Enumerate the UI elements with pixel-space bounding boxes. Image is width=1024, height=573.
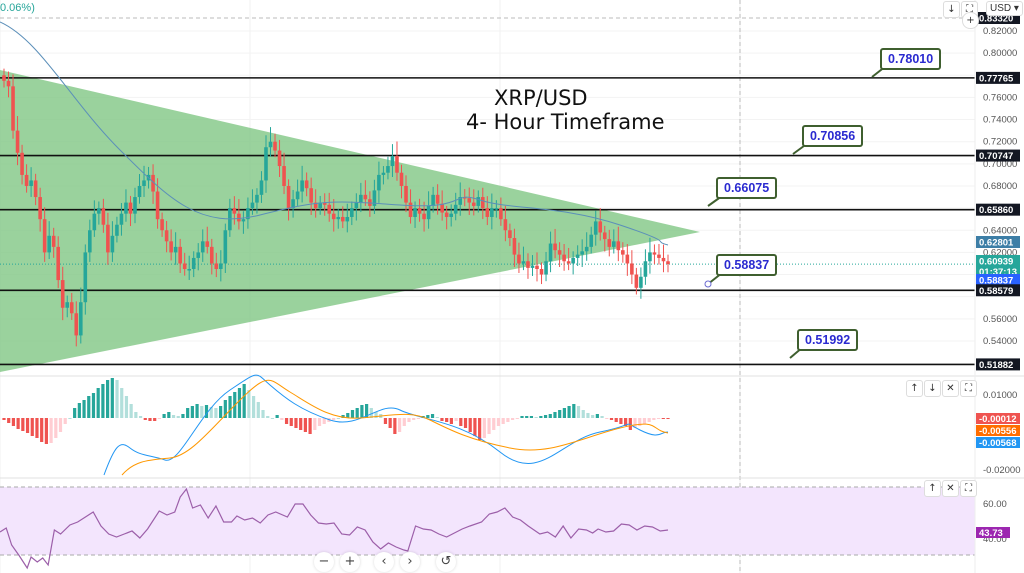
price-tag — [976, 149, 1020, 162]
svg-text:0.76000: 0.76000 — [983, 92, 1017, 103]
svg-text:0.60939: 0.60939 — [979, 257, 1013, 268]
callout-0.66075[interactable]: 0.66075 — [716, 177, 778, 199]
callout-0.78010[interactable]: 0.78010 — [880, 48, 942, 70]
svg-text:-0.02000: -0.02000 — [983, 465, 1021, 476]
svg-text:0.70000: 0.70000 — [983, 159, 1017, 170]
svg-text:0.83320: 0.83320 — [979, 14, 1013, 25]
svg-text:0.65860: 0.65860 — [979, 205, 1013, 216]
svg-text:0.58837: 0.58837 — [979, 276, 1013, 287]
moving-average-line — [0, 21, 669, 246]
price-change-percent: 0.06%) — [0, 2, 35, 14]
svg-text:0.72000: 0.72000 — [983, 137, 1017, 148]
svg-text:0.68000: 0.68000 — [983, 181, 1017, 192]
callout-0.51992[interactable]: 0.51992 — [797, 329, 859, 351]
rsi-line — [0, 487, 669, 570]
reset-chart-button[interactable]: ↺ — [436, 552, 456, 572]
svg-text:-0.00568: -0.00568 — [979, 438, 1017, 449]
scroll-down-icon[interactable]: ↓ — [943, 1, 960, 18]
title-line-1: XRP/USD — [494, 86, 588, 110]
title-line-2: 4- Hour Timeframe — [466, 110, 665, 134]
macd-close-icon[interactable]: ✕ — [942, 380, 959, 397]
triangle-pattern[interactable] — [0, 70, 700, 372]
scroll-left-button[interactable]: ‹ — [374, 552, 394, 572]
macd-maximize-icon[interactable]: ⛶ — [960, 380, 977, 397]
svg-text:40.00: 40.00 — [983, 534, 1007, 545]
svg-text:-0.00012: -0.00012 — [979, 414, 1017, 425]
svg-text:0.62801: 0.62801 — [979, 238, 1014, 249]
svg-text:0.64000: 0.64000 — [983, 225, 1017, 236]
macd-move-down-icon[interactable]: ↓ — [924, 380, 941, 397]
svg-text:0.54000: 0.54000 — [983, 336, 1017, 347]
zoom-in-button[interactable]: + — [340, 552, 360, 572]
zoom-out-button[interactable]: − — [314, 552, 334, 572]
svg-text:0.70747: 0.70747 — [979, 151, 1013, 162]
svg-text:43.73: 43.73 — [979, 528, 1003, 539]
currency-label: USD — [990, 3, 1012, 14]
rsi-move-up-icon[interactable]: ↑ — [924, 480, 941, 497]
price-tag — [976, 71, 1020, 84]
scroll-right-button[interactable]: › — [400, 552, 420, 572]
svg-text:01:37:13: 01:37:13 — [979, 267, 1017, 278]
svg-text:0.01000: 0.01000 — [983, 390, 1017, 401]
rsi-band — [0, 487, 975, 555]
price-tag — [976, 284, 1020, 297]
svg-text:0.77765: 0.77765 — [979, 73, 1014, 84]
svg-text:0.58579: 0.58579 — [979, 286, 1013, 297]
svg-text:0.62000: 0.62000 — [983, 247, 1017, 258]
price-tag — [976, 236, 1020, 248]
svg-text:0.51882: 0.51882 — [979, 360, 1013, 371]
currency-selector[interactable]: USD ▾ — [986, 1, 1023, 16]
callout-0.58837[interactable]: 0.58837 — [716, 254, 778, 276]
add-icon[interactable]: + — [962, 12, 979, 29]
macd-move-up-icon[interactable]: ↑ — [906, 380, 923, 397]
chart-title: XRP/USD 4- Hour Timeframe — [466, 86, 665, 134]
price-tag — [976, 203, 1020, 216]
callout-0.70856[interactable]: 0.70856 — [802, 125, 864, 147]
svg-text:0.74000: 0.74000 — [983, 115, 1017, 126]
svg-text:0.56000: 0.56000 — [983, 314, 1017, 325]
price-tag — [976, 358, 1020, 371]
rsi-close-icon[interactable]: ✕ — [942, 480, 959, 497]
rsi-maximize-icon[interactable]: ⛶ — [960, 480, 977, 497]
price-tag — [976, 255, 1020, 277]
svg-text:60.00: 60.00 — [983, 499, 1007, 510]
svg-text:0.80000: 0.80000 — [983, 48, 1017, 59]
price-tag — [976, 274, 1020, 286]
svg-text:-0.00556: -0.00556 — [979, 426, 1017, 437]
svg-text:0.82000: 0.82000 — [983, 26, 1017, 37]
